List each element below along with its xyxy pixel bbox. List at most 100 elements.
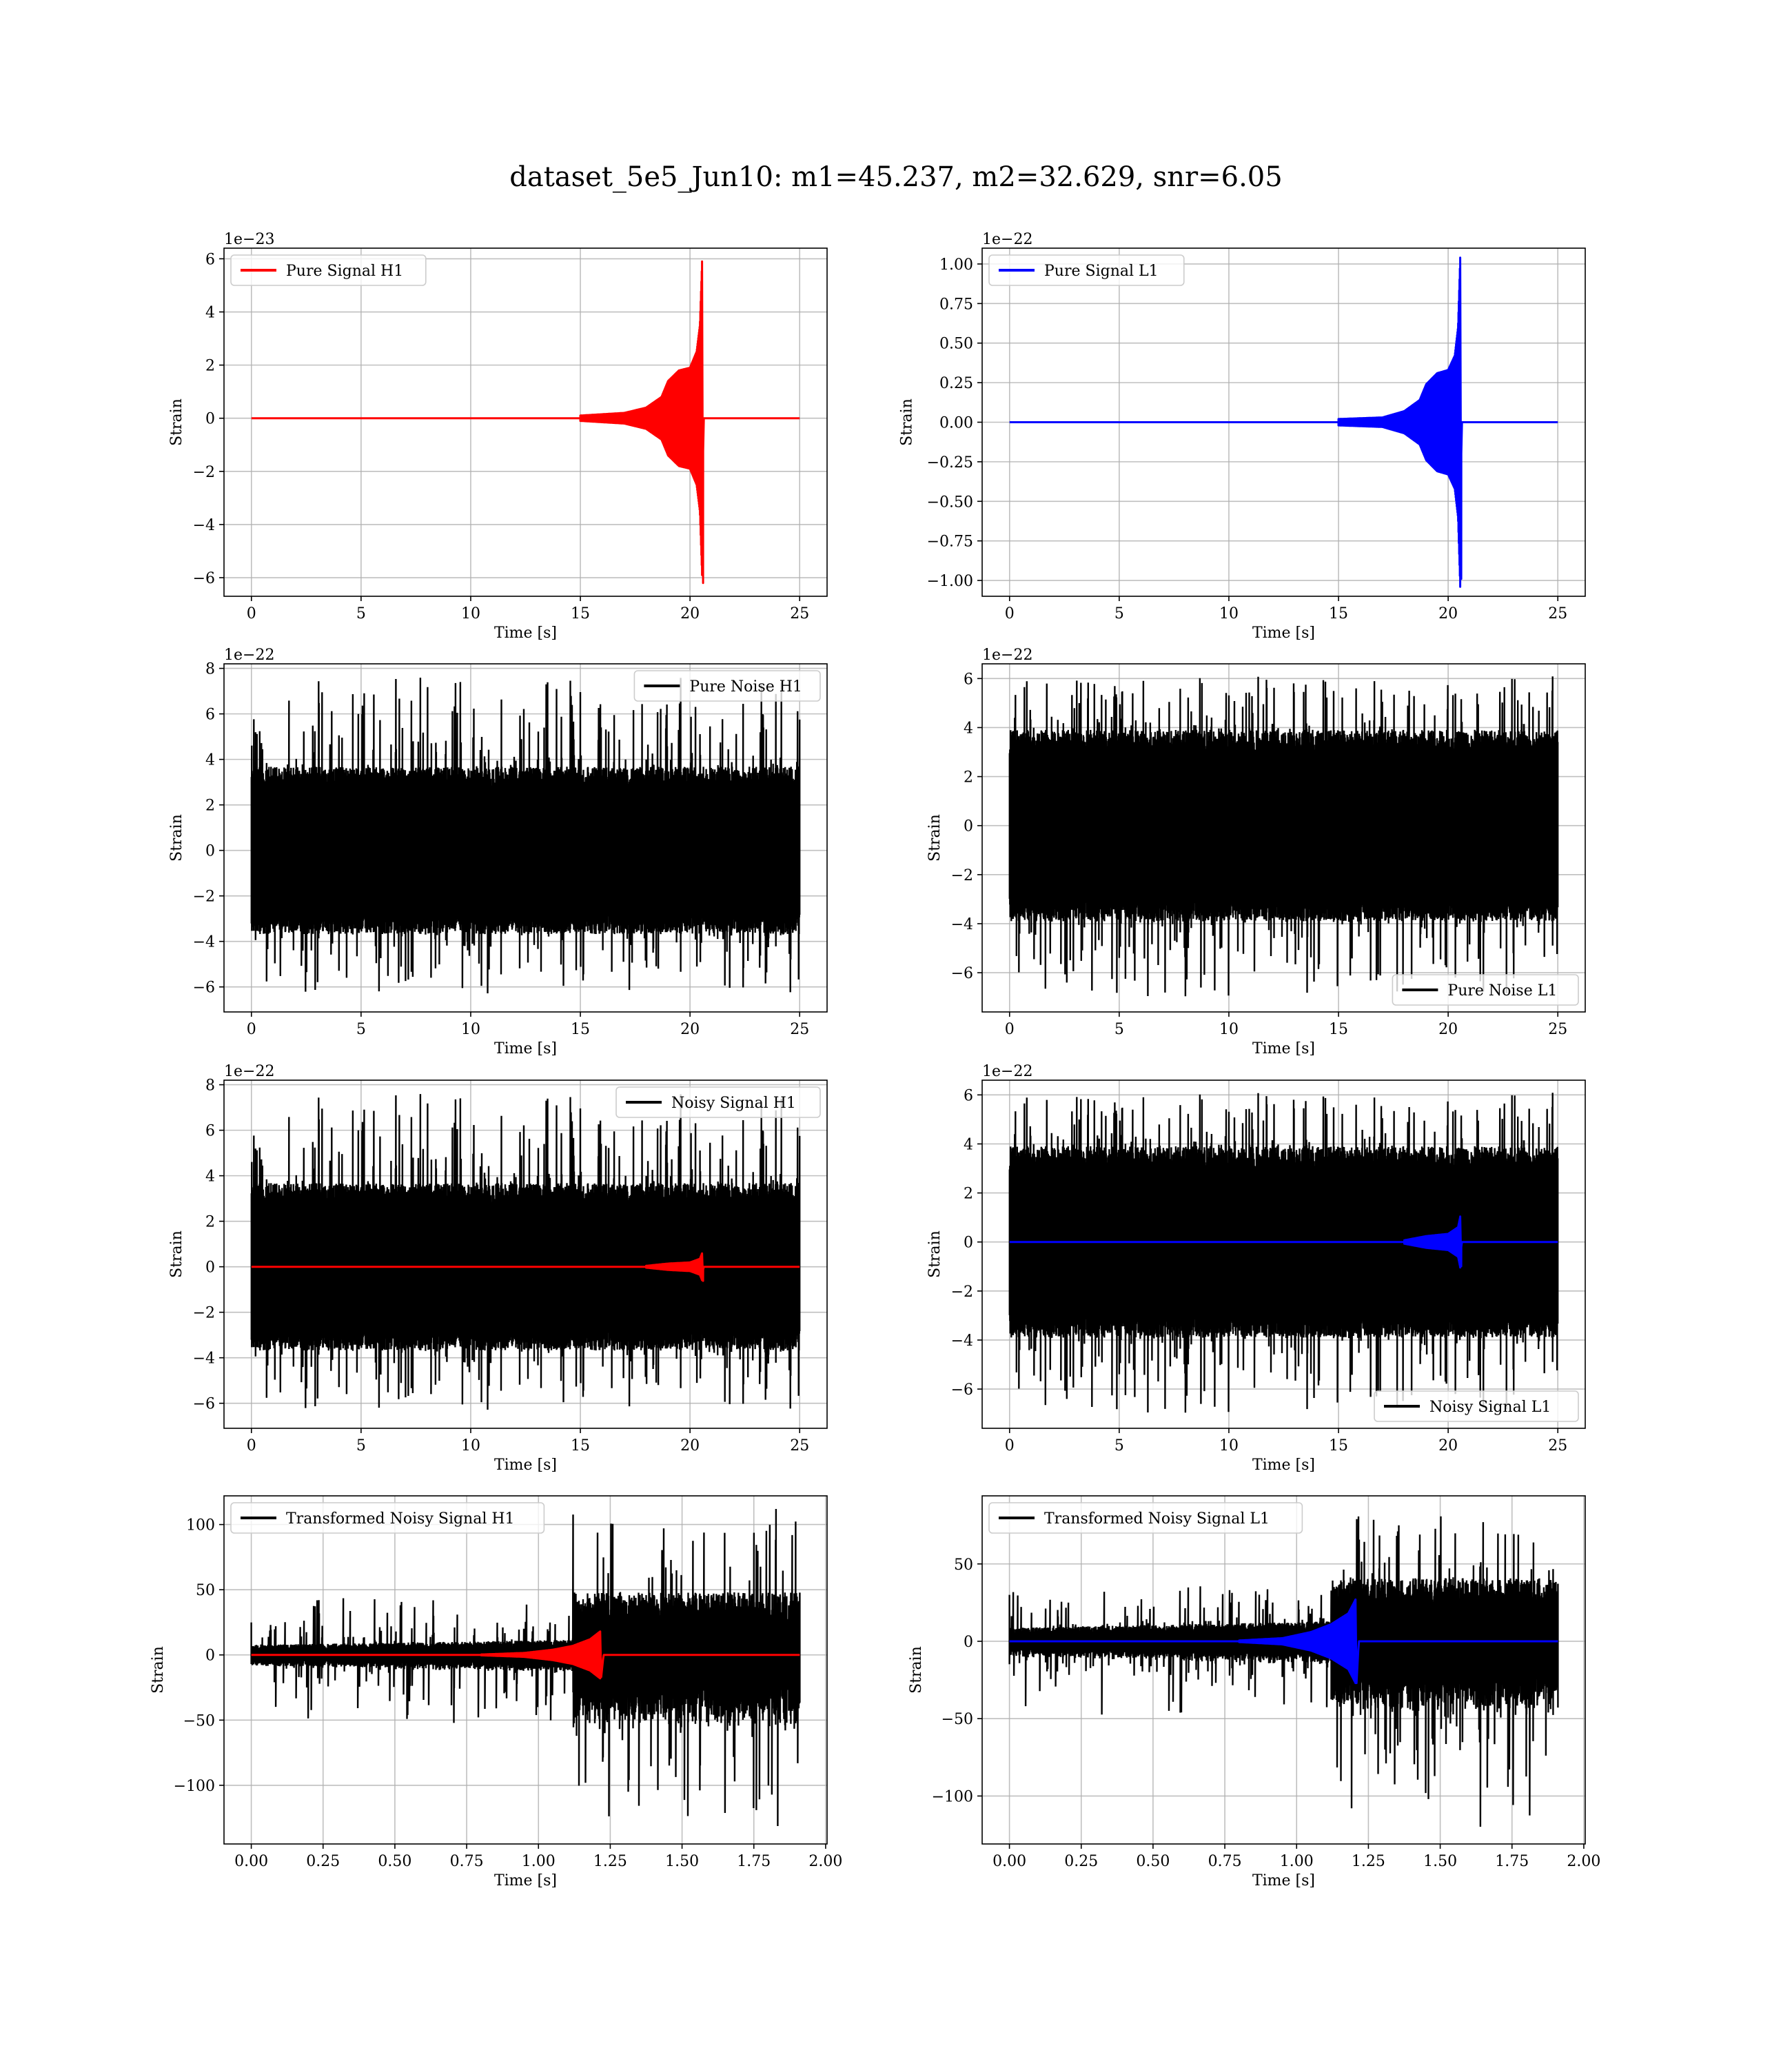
y-offset-text: 1e−22 <box>982 231 1032 248</box>
chart-pure-noise-h1: 0 5 10 15 20 25 Time [s] −6 −4 −2 0 2 4 6 8 Strain 1e−22… <box>168 647 828 1057</box>
y-tick-label: 0.00 <box>939 415 973 432</box>
x-tick-label: 0.25 <box>306 1853 340 1870</box>
x-tick-label: 0 <box>247 1437 256 1454</box>
x-tick-label: 15 <box>1329 605 1348 622</box>
series-group <box>1008 676 1559 997</box>
y-tick-label: 6 <box>964 671 973 688</box>
series-group <box>250 1094 801 1410</box>
legend: Transformed Noisy Signal L1 <box>988 1502 1303 1534</box>
x-axis: 0 5 10 15 20 25 Time [s] <box>247 596 809 642</box>
y-tick-label: 0 <box>205 1648 215 1665</box>
x-tick-label: 20 <box>1438 605 1458 622</box>
x-axis-label: Time [s] <box>494 1040 557 1057</box>
y-tick-label: 2 <box>205 798 215 815</box>
x-axis: 0 5 10 15 20 25 Time [s] <box>1005 596 1567 642</box>
y-tick-label: 0.50 <box>939 336 973 353</box>
x-axis: 0 5 10 15 20 25 Time [s] <box>247 1012 809 1057</box>
y-tick-label: −0.75 <box>927 534 973 551</box>
legend-label: Noisy Signal H1 <box>671 1095 796 1112</box>
y-tick-label: −4 <box>193 1350 215 1368</box>
legend-label: Pure Signal H1 <box>286 263 403 280</box>
y-tick-label: −100 <box>932 1788 973 1805</box>
x-tick-label: 0.75 <box>450 1853 484 1870</box>
y-offset-text: 1e−22 <box>982 647 1032 664</box>
y-tick-label: 6 <box>205 251 215 268</box>
y-tick-label: 1.00 <box>939 256 973 274</box>
legend-box <box>230 254 427 286</box>
axes-frame <box>981 663 1586 1013</box>
y-axis: −6 −4 −2 0 2 4 6 8 Strain <box>168 661 224 997</box>
legend-box <box>230 1502 545 1534</box>
y-axis-label: Strain <box>168 398 185 446</box>
y-tick-label: −50 <box>941 1711 973 1728</box>
series-line <box>1009 256 1558 588</box>
plot-area <box>224 248 827 596</box>
x-tick-label: 1.75 <box>737 1853 771 1870</box>
y-tick-label: 0 <box>205 1259 215 1277</box>
series-line <box>251 1630 800 1680</box>
x-axis: 0 5 10 15 20 25 Time [s] <box>1005 1428 1567 1474</box>
y-tick-label: 6 <box>964 1087 973 1104</box>
x-tick-label: 20 <box>680 605 700 622</box>
chart-transformed-noisy-signal-h1: 0.00 0.25 0.50 0.75 1.00 1.25 1.50 1.75 2.00 Time… <box>150 1495 842 1889</box>
y-tick-label: 0 <box>205 411 215 428</box>
y-axis: −6 −4 −2 0 2 4 6 8 Strain <box>168 1077 224 1413</box>
x-axis: 0.00 0.25 0.50 0.75 1.00 1.25 1.50 1.75 2.00 Time… <box>992 1844 1600 1889</box>
x-tick-label: 20 <box>1438 1437 1458 1454</box>
series-line <box>251 1252 800 1282</box>
y-tick-label: 2 <box>964 1186 973 1203</box>
y-axis-label: Strain <box>908 1646 925 1694</box>
series-line <box>1008 676 1559 997</box>
legend-box <box>615 1086 821 1118</box>
x-tick-label: 1.50 <box>1423 1853 1457 1870</box>
x-tick-label: 5 <box>1114 1021 1124 1038</box>
figure-title: dataset_5e5_Jun10: m1=45.237, m2=32.629,… <box>509 161 1282 193</box>
x-tick-label: 0 <box>247 605 256 622</box>
y-tick-label: −2 <box>193 1305 215 1322</box>
y-tick-label: −6 <box>193 570 215 587</box>
y-axis: −100 −50 0 50 100 Strain <box>150 1517 224 1795</box>
y-tick-label: −2 <box>951 1284 973 1301</box>
x-tick-label: 10 <box>461 1437 480 1454</box>
x-axis: 0 5 10 15 20 25 Time [s] <box>1005 1012 1567 1057</box>
chart-pure-signal-h1: 0 5 10 15 20 25 Time [s] −6 −4 −2 0 2 4 6 Strain 1e−23 P… <box>168 231 828 642</box>
x-tick-label: 0 <box>247 1021 256 1038</box>
series-group <box>1008 1093 1559 1413</box>
x-axis-label: Time [s] <box>494 625 557 642</box>
series-group <box>250 1508 801 1827</box>
x-tick-label: 2.00 <box>808 1853 842 1870</box>
y-axis-label: Strain <box>168 1230 185 1278</box>
x-tick-label: 10 <box>461 605 480 622</box>
series-group <box>1008 1516 1559 1827</box>
x-tick-label: 1.00 <box>522 1853 556 1870</box>
x-axis: 0 5 10 15 20 25 Time [s] <box>247 1428 809 1474</box>
x-axis-label: Time [s] <box>494 1872 557 1889</box>
y-tick-label: −4 <box>193 934 215 951</box>
y-tick-label: −6 <box>951 965 973 982</box>
series-line <box>250 1094 801 1410</box>
x-axis-label: Time [s] <box>494 1457 557 1474</box>
x-tick-label: 15 <box>571 1021 590 1038</box>
x-tick-label: 0.00 <box>992 1853 1026 1870</box>
y-tick-label: 8 <box>205 661 215 678</box>
y-tick-label: 2 <box>205 1214 215 1231</box>
series-line <box>250 678 801 994</box>
y-tick-label: 4 <box>964 720 973 737</box>
x-tick-label: 5 <box>356 605 366 622</box>
y-axis-label: Strain <box>926 1230 944 1278</box>
chart-noisy-signal-h1: 0 5 10 15 20 25 Time [s] −6 −4 −2 0 2 4 6 8 Strain 1e−22… <box>168 1063 828 1474</box>
y-axis: −6 −4 −2 0 2 4 6 Strain <box>926 671 982 982</box>
y-tick-label: 50 <box>954 1557 973 1574</box>
series-group <box>1009 256 1558 588</box>
legend-label: Transformed Noisy Signal L1 <box>1044 1510 1270 1528</box>
y-tick-label: −4 <box>951 916 973 933</box>
legend-label: Pure Noise L1 <box>1447 982 1557 1000</box>
x-tick-label: 20 <box>1438 1021 1458 1038</box>
x-tick-label: 5 <box>356 1437 366 1454</box>
y-tick-label: 8 <box>205 1077 215 1095</box>
y-offset-text: 1e−22 <box>982 1063 1032 1080</box>
y-tick-label: 4 <box>964 1136 973 1153</box>
chart-noisy-signal-l1: 0 5 10 15 20 25 Time [s] −6 −4 −2 0 2 4 6 Strain 1e−22 N… <box>926 1063 1586 1474</box>
x-tick-label: 10 <box>461 1021 480 1038</box>
